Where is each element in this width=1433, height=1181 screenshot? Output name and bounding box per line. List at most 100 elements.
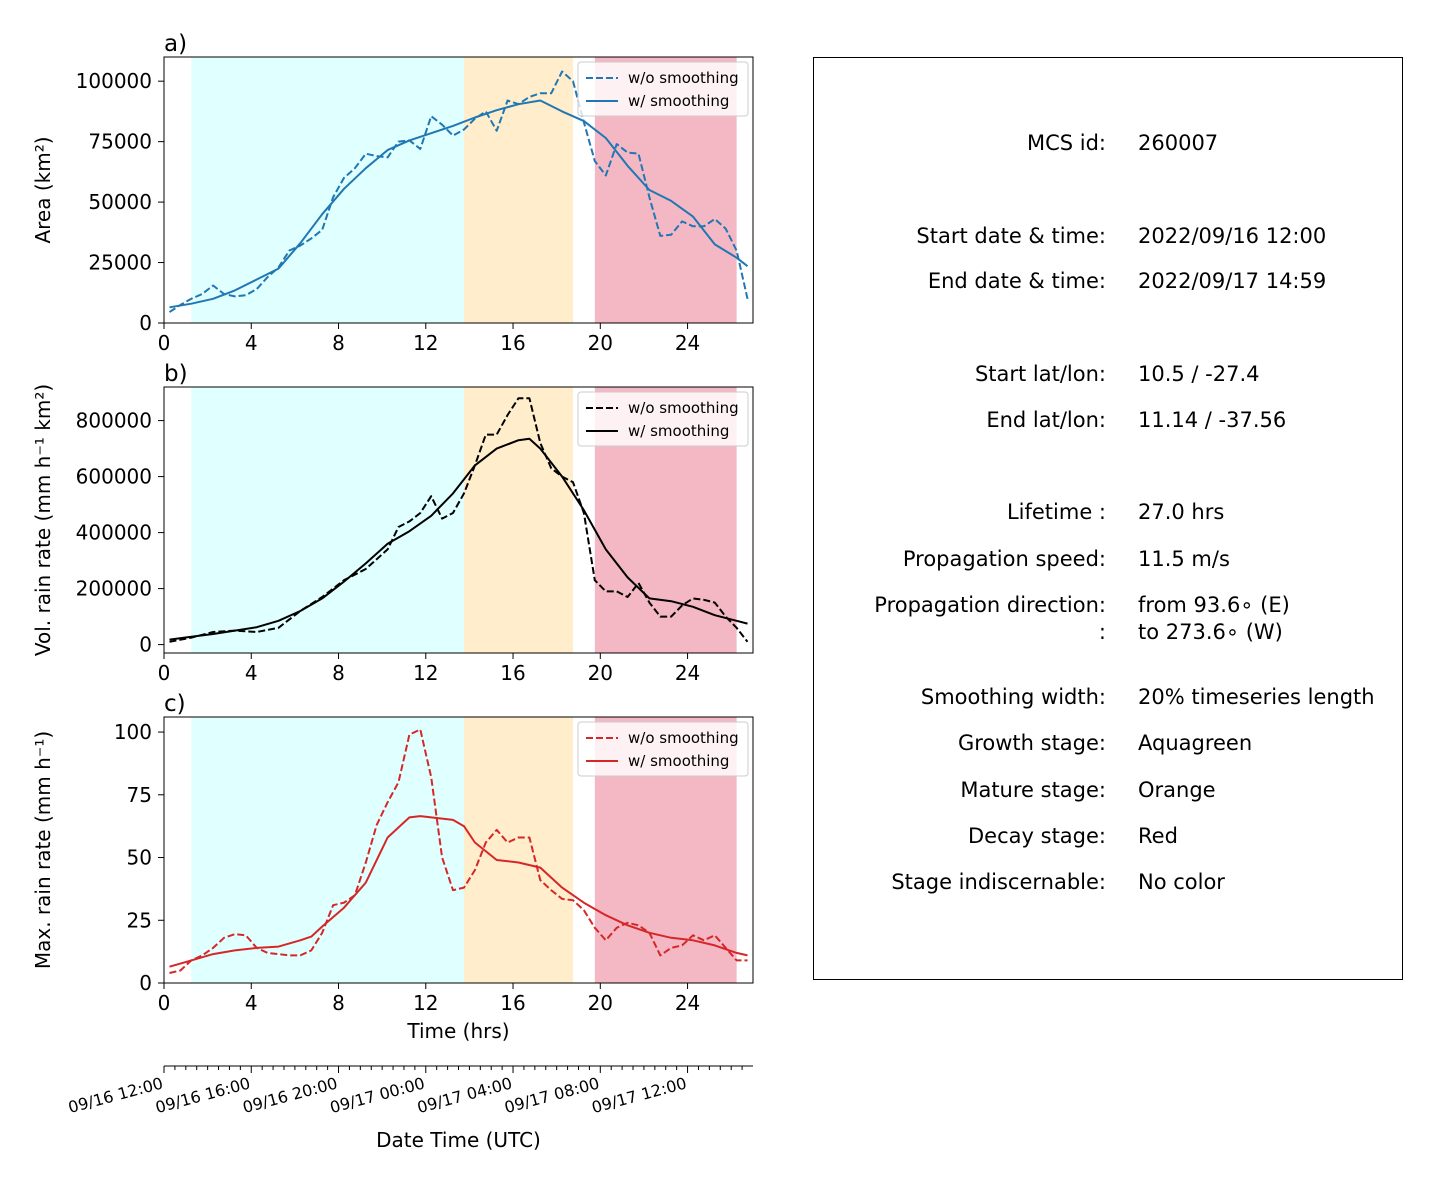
- x-tick-label: 24: [675, 991, 700, 1015]
- x-axis-label: Time (hrs): [406, 1019, 509, 1043]
- x-tick-label: 0: [158, 331, 171, 355]
- x-tick-label: 0: [158, 661, 171, 685]
- start-latlon-label: Start lat/lon:: [974, 362, 1106, 386]
- y-tick-label: 400000: [76, 521, 152, 545]
- y-tick-label: 75000: [88, 130, 152, 154]
- mature-stage-band: [463, 57, 574, 323]
- start-time-label: Start date & time:: [916, 224, 1106, 248]
- decay-stage-label: Decay stage:: [968, 824, 1106, 848]
- start-latlon-value: 10.5 / -27.4: [1138, 362, 1260, 386]
- datetime-tick-label: 09/16 12:00: [66, 1074, 165, 1118]
- x-tick-label: 16: [500, 991, 525, 1015]
- y-tick-label: 200000: [76, 577, 152, 601]
- x-tick-label: 4: [245, 991, 258, 1015]
- propagation-speed-value: 11.5 m/s: [1138, 547, 1230, 571]
- stage-indiscernable-label: Stage indiscernable:: [891, 870, 1106, 894]
- y-tick-label: 25: [127, 908, 152, 932]
- propagation-direction-value: from 93.6∘ (E): [1138, 593, 1290, 617]
- mcs-id-label: MCS id:: [1026, 131, 1106, 155]
- legend: w/o smoothing w/ smoothing: [577, 721, 749, 777]
- mcs-id-value: 260007: [1138, 131, 1219, 155]
- legend-box: [577, 391, 749, 447]
- datetime-tick-label: 09/16 20:00: [241, 1074, 340, 1118]
- legend-entry: w/o smoothing: [628, 729, 739, 747]
- x-tick-label: 20: [588, 991, 613, 1015]
- growth-stage-label: Growth stage:: [957, 731, 1106, 755]
- propagation-speed-label: Propagation speed:: [902, 547, 1106, 571]
- propagation-direction-label: Propagation direction:: [874, 593, 1106, 617]
- y-tick-label: 100: [114, 720, 152, 744]
- raw-series-line: [169, 397, 749, 643]
- growth-stage-band: [191, 717, 464, 983]
- info-panel: MCS id: 260007 Start date & time: 2022/0…: [813, 57, 1403, 980]
- y-tick-label: 50: [127, 846, 152, 870]
- x-tick-label: 8: [332, 331, 345, 355]
- growth-stage-value: Aquagreen: [1138, 731, 1253, 755]
- x-tick-label: 12: [413, 661, 438, 685]
- smoothed-series-line: [169, 815, 748, 968]
- panel-c: 0 4 8 12 16 20 24 0 25 50 75 100 c) Max. rain rate (m…: [31, 691, 754, 1043]
- smoothed-series-line: [169, 437, 748, 641]
- end-time-value: 2022/09/17 14:59: [1138, 269, 1327, 293]
- end-time-label: End date & time:: [927, 269, 1106, 293]
- legend-entry: w/o smoothing: [628, 399, 739, 417]
- mature-stage-band: [463, 387, 574, 653]
- lifetime-label: Lifetime :: [1006, 500, 1106, 524]
- x-tick-label: 12: [413, 331, 438, 355]
- propagation-direction-to-value: to 273.6∘ (W): [1138, 620, 1283, 644]
- datetime-tick-label: 09/17 00:00: [328, 1074, 427, 1118]
- legend: w/o smoothing w/ smoothing: [577, 391, 749, 447]
- legend-box: [577, 61, 749, 117]
- x-tick-label: 16: [500, 331, 525, 355]
- axes-frame: [163, 716, 754, 984]
- lifetime-value: 27.0 hrs: [1138, 500, 1225, 524]
- y-tick-label: 50000: [88, 190, 152, 214]
- start-time-value: 2022/09/16 12:00: [1138, 224, 1327, 248]
- mature-stage-value: Orange: [1138, 778, 1216, 802]
- x-tick-label: 8: [332, 661, 345, 685]
- y-axis-label: Area (km²): [31, 136, 55, 243]
- panel-label: a): [164, 31, 187, 57]
- x-tick-label: 0: [158, 991, 171, 1015]
- datetime-axis-label: Date Time (UTC): [376, 1128, 541, 1152]
- legend: w/o smoothing w/ smoothing: [577, 61, 749, 117]
- y-tick-label: 800000: [76, 409, 152, 433]
- raw-series-line: [169, 728, 748, 974]
- axes-frame: [163, 386, 754, 654]
- mature-stage-label: Mature stage:: [960, 778, 1106, 802]
- x-tick-label: 20: [588, 331, 613, 355]
- growth-stage-band: [191, 387, 464, 653]
- datetime-tick-label: 09/17 08:00: [502, 1074, 601, 1118]
- panel-label: c): [164, 691, 186, 717]
- y-tick-label: 75: [127, 783, 152, 807]
- legend-entry: w/ smoothing: [628, 92, 729, 110]
- x-tick-label: 24: [675, 661, 700, 685]
- datetime-tick-label: 09/17 04:00: [415, 1074, 514, 1118]
- legend-entry: w/ smoothing: [628, 752, 729, 770]
- legend-entry: w/o smoothing: [628, 69, 739, 87]
- mature-stage-band: [463, 717, 574, 983]
- panel-label: b): [164, 361, 188, 387]
- y-tick-label: 600000: [76, 465, 152, 489]
- datetime-tick-label: 09/16 16:00: [153, 1074, 252, 1118]
- end-latlon-label: End lat/lon:: [986, 408, 1106, 432]
- smoothed-series-line: [169, 99, 749, 309]
- x-tick-label: 4: [245, 661, 258, 685]
- x-tick-label: 24: [675, 331, 700, 355]
- propagation-direction-to-label: :: [1098, 620, 1106, 644]
- growth-stage-band: [191, 57, 464, 323]
- x-tick-label: 12: [413, 991, 438, 1015]
- y-tick-label: 25000: [88, 251, 152, 275]
- y-tick-label: 0: [139, 971, 152, 995]
- decay-stage-value: Red: [1138, 824, 1178, 848]
- datetime-tick-label: 09/17 12:00: [590, 1074, 689, 1118]
- end-latlon-value: 11.14 / -37.56: [1138, 408, 1287, 432]
- axes-frame: [163, 56, 754, 324]
- y-tick-label: 0: [139, 311, 152, 335]
- y-axis-label: Vol. rain rate (mm h⁻¹ km²): [31, 384, 55, 656]
- y-tick-label: 100000: [76, 69, 152, 93]
- panel-b: 0 4 8 12 16 20 24 0 200000 400000 600000 800000 b) Vo…: [31, 361, 754, 685]
- y-tick-label: 0: [139, 633, 152, 657]
- legend-box: [577, 721, 749, 777]
